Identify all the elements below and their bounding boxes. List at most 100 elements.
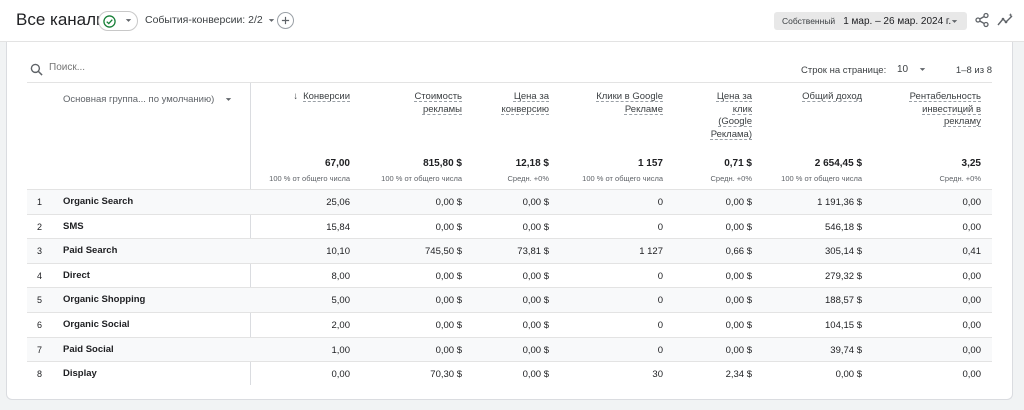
table-cell: 0,00 $	[522, 295, 549, 307]
column-total: 67,00	[324, 158, 350, 169]
table-cell: 1,00	[331, 344, 351, 356]
table-cell: 70,30 $	[430, 369, 462, 381]
column-header-6[interactable]: Общий доход	[757, 91, 862, 104]
column-header-text: инвестиций в	[922, 103, 981, 115]
column-total: 3,25	[961, 158, 981, 169]
table-cell: 0,00 $	[725, 320, 752, 331]
table-cell: 2,00	[331, 320, 351, 331]
table-cell: 2,34 $	[725, 369, 752, 381]
table-cell: 0,00 $	[522, 221, 549, 233]
table-cell: 0,00	[962, 221, 982, 233]
chevron-down-icon	[268, 18, 274, 22]
column-header-text: Клики в Google	[596, 91, 663, 102]
column-total-note: 100 % от общего числа	[381, 174, 462, 183]
table-cell: 0	[657, 270, 663, 282]
table-row[interactable]: 1 Organic Search 25,06 0,00 $ 0,00 $ 0 0,00 $ 1…	[27, 189, 992, 214]
check-circle-icon	[103, 15, 116, 28]
column-header-3[interactable]: Цена за конверсию	[459, 91, 549, 116]
chevron-down-icon	[125, 19, 132, 22]
conversion-events-label: События-конверсии: 2/2	[145, 14, 263, 26]
table-cell: 73,81 $	[517, 246, 549, 258]
channel-name: Display	[63, 368, 97, 380]
table-row[interactable]: 5 Organic Shopping 5,00 0,00 $ 0,00 $ 0 0,00 $…	[27, 287, 992, 312]
rows-per-page-select[interactable]: 10	[897, 64, 927, 75]
dimension-selector[interactable]: Основная группа... по умолчанию)	[63, 94, 233, 105]
chevron-down-icon	[919, 68, 926, 71]
pagination-range: 1–8 из 8	[955, 65, 992, 76]
table-row[interactable]: 3 Paid Search 10,10 745,50 $ 73,81 $ 1 127 0,6…	[27, 238, 992, 263]
column-total: 815,80 $	[423, 158, 462, 169]
page-title: Все каналы	[16, 10, 109, 29]
table-cell: 0,00 $	[725, 221, 752, 233]
table-cell: 0	[657, 221, 663, 233]
table-cell: 0,00	[962, 320, 982, 331]
top-bar: Все каналы События-конверсии: 2/2 Собств…	[0, 0, 1024, 42]
search-input[interactable]	[49, 62, 249, 73]
table-row[interactable]: 4 Direct 8,00 0,00 $ 0,00 $ 0 0,00 $ 279,32 $ 0,…	[27, 262, 992, 288]
chevron-down-icon	[951, 20, 958, 23]
table-cell: 5,00	[331, 295, 351, 307]
conversion-events-filter[interactable]: События-конверсии: 2/2	[145, 14, 276, 26]
table-row[interactable]: 8 Display 0,00 70,30 $ 0,00 $ 30 2,34 $ 0,00 $ 0…	[27, 361, 992, 386]
table-cell: 1 191,36 $	[817, 197, 862, 208]
column-header-text: рекламу	[943, 116, 981, 127]
column-header-text: рекламы	[422, 103, 462, 115]
table-cell: 0,00	[962, 369, 982, 381]
table-cell: 188,57 $	[825, 295, 862, 307]
rows-per-page-label: Строк на странице:	[801, 65, 887, 76]
table-cell: 0	[657, 197, 663, 208]
date-range-value: 1 мар. – 26 мар. 2024 г.	[843, 15, 952, 27]
table-cell: 0,00	[962, 197, 982, 208]
table-cell: 0,41	[962, 246, 982, 258]
status-chip[interactable]	[98, 11, 138, 31]
column-header-1[interactable]: ↓ Конверсии	[260, 91, 350, 104]
column-header-4[interactable]: Клики в Google Рекламе	[558, 91, 663, 116]
column-total-note: 100 % от общего числа	[781, 174, 862, 183]
column-header-text: Конверсии	[303, 91, 350, 102]
share-icon[interactable]	[974, 12, 990, 28]
column-header-5[interactable]: Цена за клик (Google Реклама)	[672, 91, 752, 141]
table-cell: 0,00 $	[522, 197, 549, 208]
add-comparison-button[interactable]	[277, 12, 294, 29]
column-header-text: (Google	[718, 116, 752, 127]
table-cell: 0,00 $	[725, 295, 752, 307]
dimension-header-label: Основная группа... по умолчанию)	[63, 94, 215, 105]
column-header-7[interactable]: Рентабельность инвестиций в рекламу	[876, 91, 981, 129]
table-cell: 0,00 $	[522, 320, 549, 331]
table-cell: 0,00 $	[725, 344, 752, 356]
table-cell: 0,00	[962, 295, 982, 307]
column-header-text: Реклама)	[710, 128, 752, 140]
table-cell: 0,00 $	[435, 270, 462, 282]
table-row[interactable]: 2 SMS 15,84 0,00 $ 0,00 $ 0 0,00 $ 546,18 $ 0,00	[27, 213, 992, 239]
table-row[interactable]: 7 Paid Social 1,00 0,00 $ 0,00 $ 0 0,00 $ 39,74…	[27, 336, 992, 362]
table-cell: 0,00	[962, 270, 982, 282]
table-cell: 0,00 $	[522, 270, 549, 282]
row-index: 5	[37, 295, 43, 306]
table-row[interactable]: 6 Organic Social 2,00 0,00 $ 0,00 $ 0 0,00 $ 10…	[27, 312, 992, 337]
row-index: 6	[37, 320, 43, 330]
table-cell: 0,00	[331, 369, 351, 381]
table-cell: 0,00	[962, 344, 982, 356]
column-header-text: Цена за	[513, 91, 549, 102]
column-header-text: клик	[732, 103, 752, 115]
table-cell: 0,00 $	[435, 197, 462, 208]
column-header-text: Рекламе	[624, 103, 663, 115]
column-header-2[interactable]: Стоимость рекламы	[362, 91, 462, 116]
table-cell: 15,84	[326, 221, 350, 233]
column-total: 1 157	[637, 158, 663, 169]
row-index: 4	[37, 270, 43, 281]
table-cell: 0,00 $	[435, 320, 462, 331]
column-total: 0,71 $	[724, 158, 752, 169]
row-index: 2	[37, 221, 43, 232]
table-cell: 30	[652, 369, 663, 381]
date-range-picker[interactable]: Собственный 1 мар. – 26 мар. 2024 г.	[774, 12, 967, 30]
row-index: 3	[37, 246, 43, 257]
table-cell: 1 127	[639, 246, 663, 258]
column-total-note: Средн. +0%	[507, 174, 550, 183]
add-icon	[281, 16, 290, 25]
table-cell: 0,00 $	[522, 344, 549, 356]
channel-name: Organic Social	[63, 319, 130, 330]
sort-arrow-down-icon: ↓	[293, 91, 299, 102]
channel-name: Organic Shopping	[63, 294, 146, 306]
insights-icon[interactable]	[997, 12, 1015, 28]
